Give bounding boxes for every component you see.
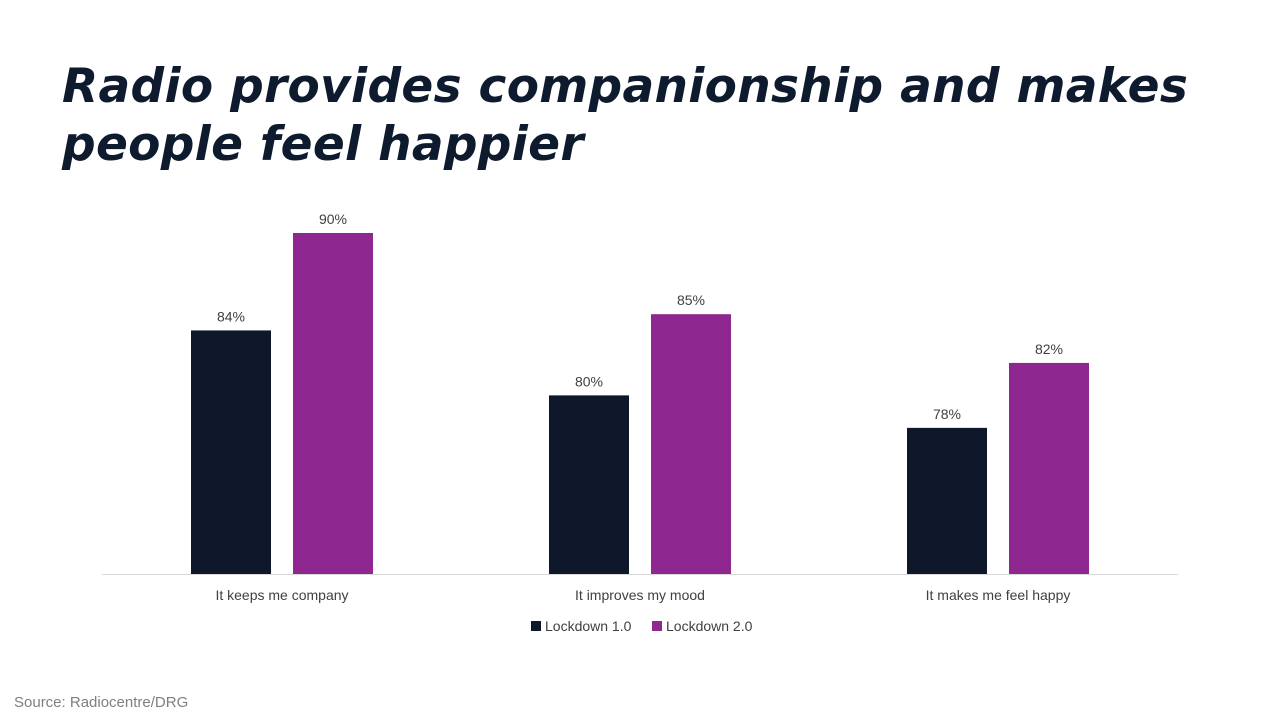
bar-lockdown-2-2: [651, 314, 731, 574]
category-label: It improves my mood: [575, 587, 705, 603]
data-label: 78%: [933, 406, 961, 422]
data-label: 90%: [319, 211, 347, 227]
chart-title: Radio provides companionship and makes p…: [62, 59, 1189, 172]
legend-swatch: [531, 621, 541, 631]
legend-label: Lockdown 1.0: [545, 618, 632, 634]
data-label: 80%: [575, 373, 603, 389]
bar-lockdown-1-3: [907, 427, 987, 574]
bar-lockdown-1-2: [549, 395, 629, 574]
category-label: It keeps me company: [215, 587, 348, 603]
legend-label: Lockdown 2.0: [666, 618, 753, 634]
bar-lockdown-2-3: [1009, 362, 1089, 574]
data-label: 84%: [217, 308, 245, 324]
legend-swatch: [652, 621, 662, 631]
data-label: 85%: [677, 292, 705, 308]
bar-lockdown-2-1: [293, 233, 373, 574]
bar-chart: 84% 90% It keeps me company 80% 85% It improv…: [102, 211, 1178, 634]
source-note: Source: Radiocentre/DRG: [14, 694, 189, 711]
data-label: 82%: [1035, 341, 1063, 357]
category-label: It makes me feel happy: [926, 587, 1071, 603]
bar-lockdown-1-1: [191, 330, 271, 574]
